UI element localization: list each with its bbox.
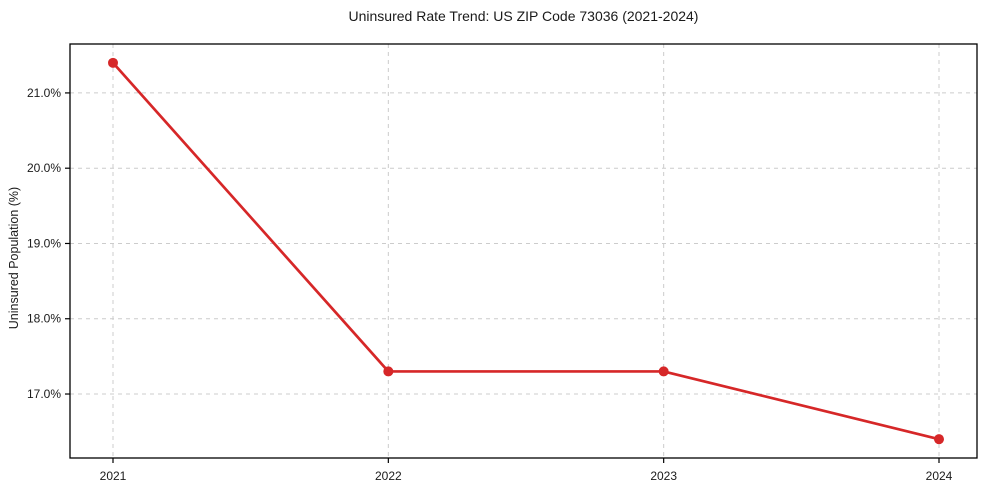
- x-tick-label: 2024: [926, 469, 953, 483]
- data-point: [934, 434, 944, 445]
- axes-box: [69, 43, 978, 459]
- y-tick-label: 18.0%: [27, 312, 61, 326]
- y-tick-label: 19.0%: [27, 236, 61, 250]
- y-tick-label: 20.0%: [27, 161, 61, 175]
- x-tick-label: 2021: [100, 469, 127, 483]
- data-line: [111, 61, 941, 441]
- chart-title: Uninsured Rate Trend: US ZIP Code 73036 …: [348, 8, 699, 24]
- y-tick-label: 21.0%: [27, 86, 61, 100]
- data-point: [658, 366, 669, 377]
- y-tick-label: 17.0%: [27, 387, 61, 401]
- x-tick-label: 2022: [375, 469, 402, 483]
- data-point: [108, 57, 118, 68]
- y-axis-label: Uninsured Population (%): [7, 186, 21, 330]
- x-tick-label: 2023: [650, 469, 677, 483]
- data-point: [383, 366, 394, 377]
